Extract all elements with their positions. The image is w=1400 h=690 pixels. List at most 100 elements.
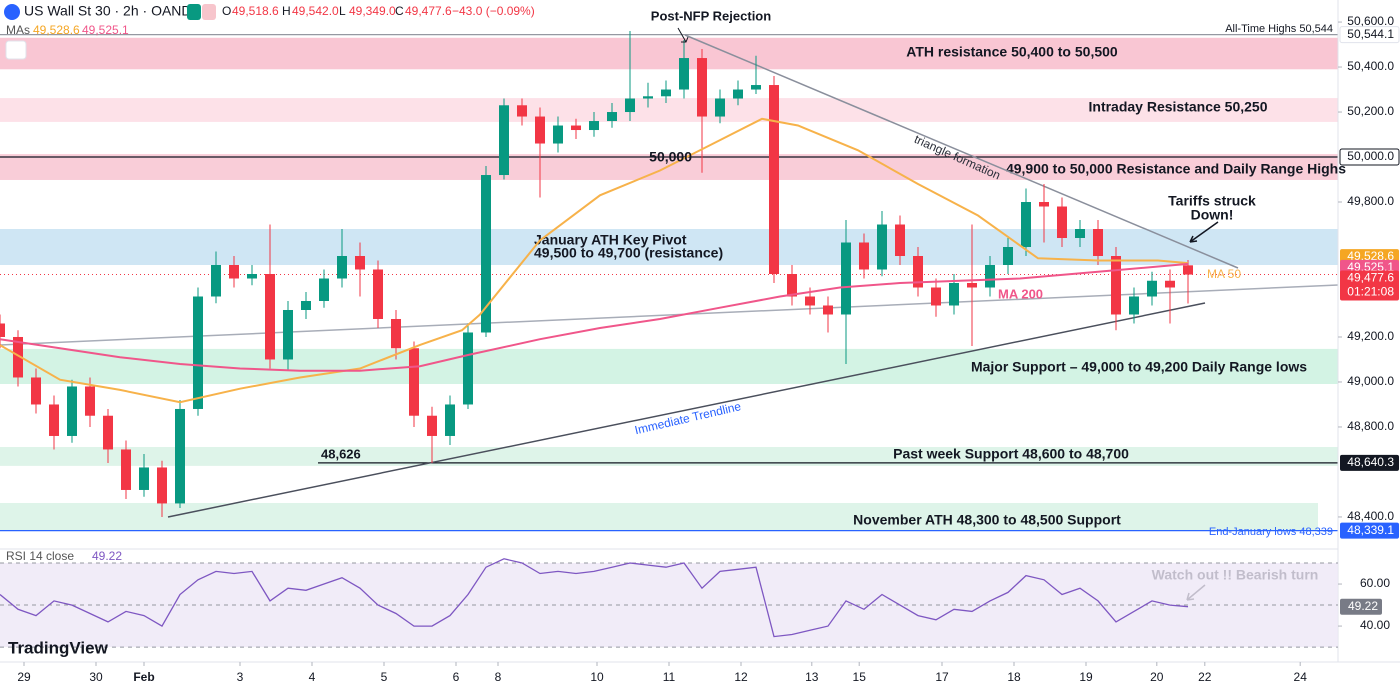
zone-label: Major Support – 49,000 to 49,200 Daily R… [971,359,1307,375]
candle-body [445,404,455,436]
candle-body [967,282,977,288]
candle-body [877,224,887,270]
candle-body [553,125,563,144]
candle-body [499,105,509,176]
candle-body [1111,256,1121,315]
candle-body [697,58,707,117]
candle-body [49,404,59,436]
collapse-button[interactable] [5,40,27,60]
x-tick-label: 13 [805,670,819,684]
y-tick-label: 50,600.0 [1347,14,1394,28]
moving-average [0,117,1189,404]
candle-body [607,112,617,122]
candle-body [229,265,239,279]
rsi-value-label: 49.22 [1348,599,1378,613]
candle-body [301,300,311,310]
zone-label: November ATH 48,300 to 48,500 Support [853,512,1121,528]
rsi-y-tick-label: 60.00 [1360,576,1390,590]
rsi-value-box [1340,598,1382,615]
candle-body [355,256,365,270]
x-tick-label: 15 [853,670,867,684]
candle-body [0,323,5,337]
countdown: 01:21:08 [1347,285,1394,299]
x-tick-label: Feb [133,670,154,684]
x-tick-label: 29 [17,670,31,684]
candle-body [31,377,41,405]
price-label: 49,477.6 [1347,271,1394,285]
candle-body [157,467,167,504]
x-tick-label: 17 [935,670,949,684]
symbol-logo[interactable] [4,4,20,20]
x-tick-label: 6 [453,670,460,684]
candle-body [661,89,671,97]
candle-body [427,415,437,436]
candle-body [751,85,761,90]
candle-body [1093,229,1103,257]
ohlc-key: L [339,4,346,18]
candle-body [1021,202,1031,248]
candle-body [283,309,293,360]
descending-trendline [684,34,1239,269]
price-label-box [1340,454,1399,471]
candle-body [931,287,941,306]
annotation: Tariffs struck [1168,193,1256,209]
sell-button[interactable] [202,4,216,20]
ascending-trendline [167,302,1206,518]
rsi-line [0,558,1189,638]
candle-body [895,224,905,257]
candle-body [715,98,725,117]
zone-label: Intraday Resistance 50,250 [1089,99,1268,115]
zone [0,446,1338,466]
buy-button[interactable] [187,4,201,20]
y-tick-label: 48,400.0 [1347,509,1394,523]
candle-body [85,386,95,416]
x-tick-label: 4 [309,670,316,684]
candle-body [589,121,599,131]
price-label: 48,339.1 [1347,523,1394,537]
candle-body [265,274,275,360]
candle-body [1147,280,1157,297]
candle-body [481,175,491,333]
ma-label: MA 200 [998,286,1043,301]
zone-label: Past week Support 48,600 to 48,700 [893,446,1129,462]
x-tick-label: 11 [663,670,676,684]
annotation: All-Time Highs 50,544 [1225,23,1333,35]
rsi-y-tick-label: 40.00 [1360,618,1390,632]
candle-body [1129,296,1139,315]
candle-body [1183,265,1193,275]
candle-body [949,282,959,306]
candle-body [337,256,347,279]
candle-body [103,415,113,450]
x-tick-label: 20 [1150,670,1164,684]
candle-body [823,305,833,315]
candle-body [859,242,869,270]
price-label-box [1340,522,1399,539]
ma-title: MAs [6,23,30,37]
y-tick-label: 49,200.0 [1347,329,1394,343]
annotation: 50,000 [649,149,692,165]
y-tick-label: 50,400.0 [1347,59,1394,73]
candle-body [625,98,635,113]
candle-body [769,85,779,274]
ohlc-key: C [395,4,404,18]
symbol-title[interactable]: US Wall St 30 · 2h · OANDA [24,3,202,19]
zone [0,503,1318,531]
price-label: 49,528.6 [1347,249,1394,263]
ohlc-header: O 49,518.6 H 49,542.0 L 49,349.0 C 49,477.6 −43.… [222,4,535,18]
candle-body [1075,229,1085,239]
ma-value: 49,528.6 [33,23,80,37]
ohlc-key: O [222,4,231,18]
x-tick-label: 30 [89,670,103,684]
candle-body [679,58,689,90]
price-label: 48,640.3 [1347,455,1394,469]
candle-body [787,274,797,297]
price-label: 49,525.1 [1347,260,1394,274]
ohlc-value: 49,542.0 [292,4,339,18]
zone-label: January ATH Key Pivot [534,232,687,248]
x-tick-label: 19 [1079,670,1093,684]
y-tick-label: 50,200.0 [1347,104,1394,118]
candle-body [1039,202,1049,207]
x-tick-label: 5 [381,670,388,684]
price-label-box [1340,270,1399,301]
